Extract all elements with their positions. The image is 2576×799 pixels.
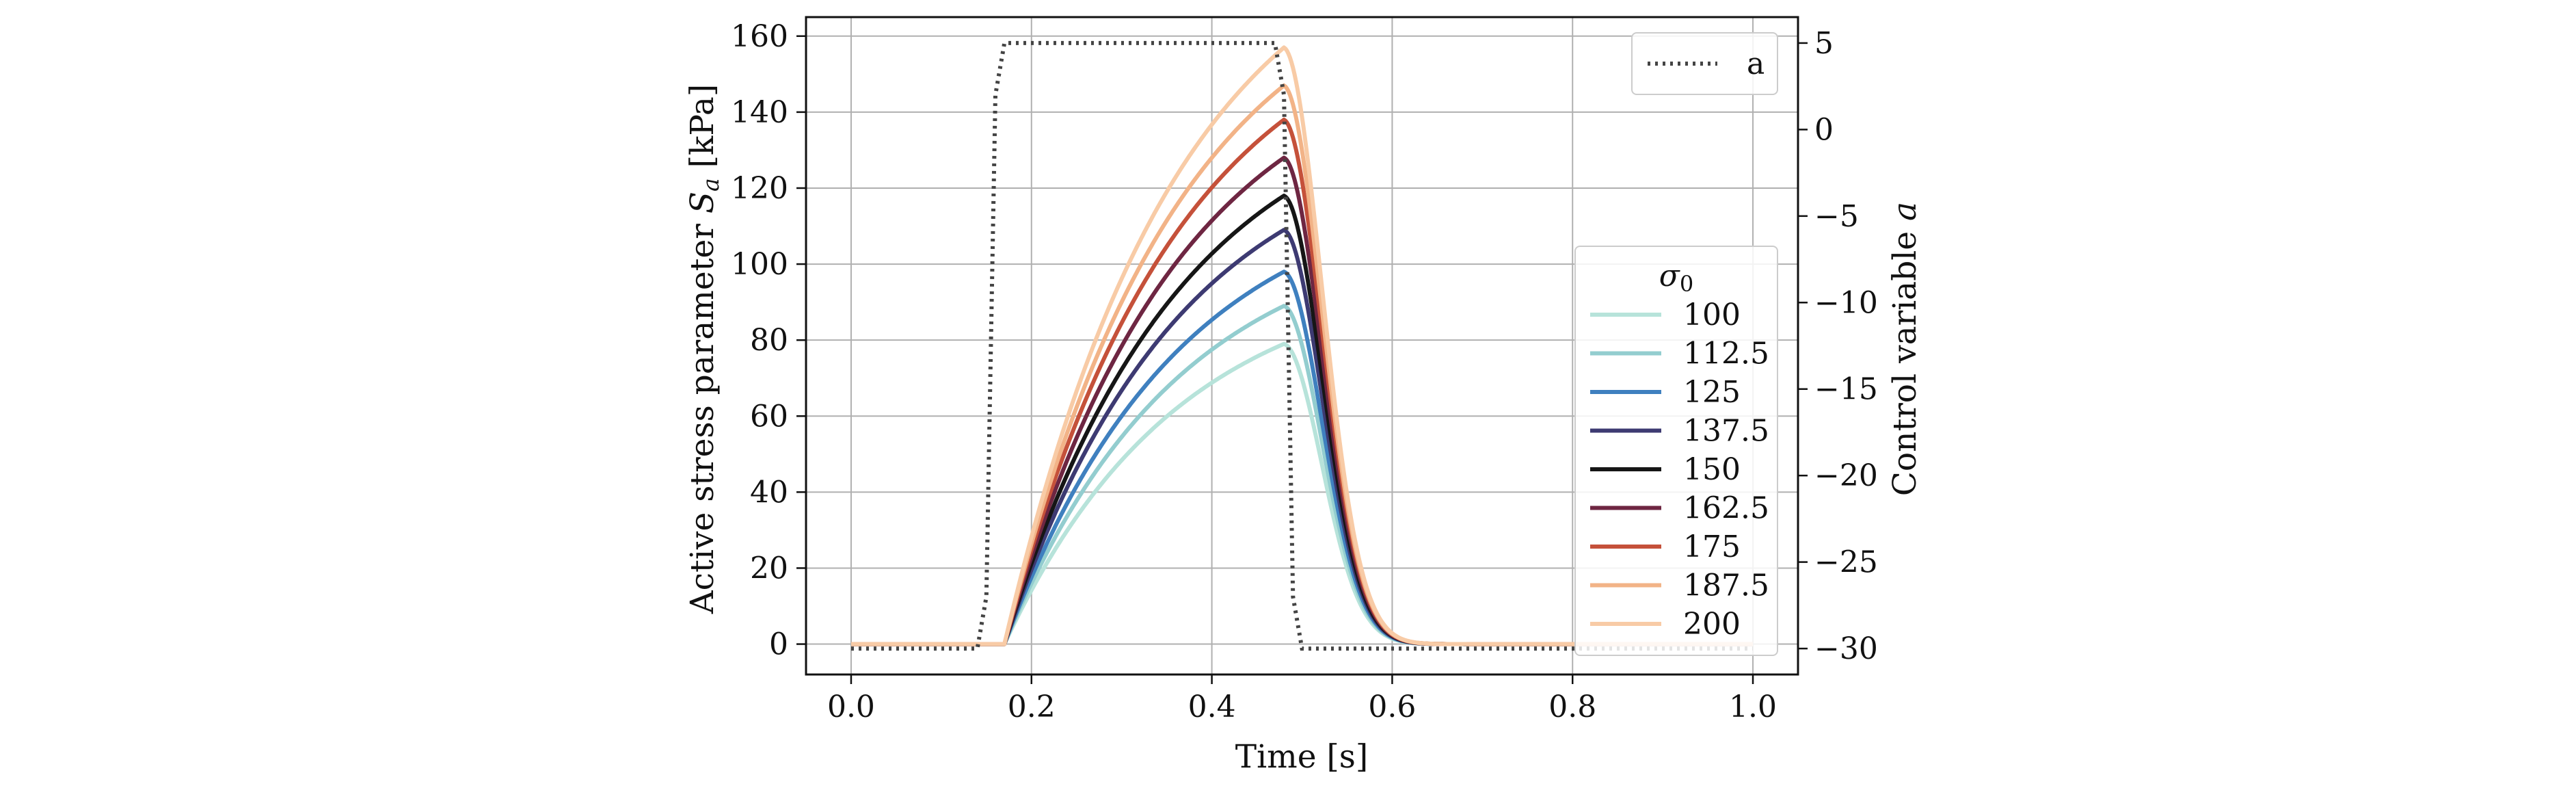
x-tick-label: 0.8 [1548,690,1596,724]
y-left-axis-label-unit: [kPa] [684,84,721,179]
y-left-axis-label: Active stress parameter Sa [kPa] [684,84,724,615]
x-axis-label: Time [s] [1235,738,1369,776]
legend-label: 150 [1683,452,1741,487]
y-right-tick-label: −15 [1814,372,1878,407]
legend-label: 112.5 [1683,337,1769,371]
y-right-tick-label: −25 [1814,545,1878,580]
y-left-tick-label: 80 [750,323,788,358]
y-right-axis-label-symbol: a [1886,202,1924,221]
y-left-tick-label: 120 [731,171,788,206]
y-left-tick-label: 140 [731,95,788,130]
legend-label: 187.5 [1683,568,1769,603]
x-axis-ticks: 0.0 0.2 0.4 0.6 0.8 1.0 [827,674,1777,724]
legend-label: 125 [1683,375,1741,410]
y-right-tick-label: 5 [1814,26,1834,61]
x-tick-label: 1.0 [1729,690,1777,724]
x-tick-label: 0.4 [1188,690,1236,724]
legend-sigma-box [1574,246,1778,656]
y-right-tick-label: −10 [1814,285,1878,320]
y-right-tick-label: −5 [1814,199,1859,234]
y-right-axis-ticks: 5 0 −5 −10 −15 −20 −25 −30 [1798,26,1878,666]
y-left-axis-label-prefix: Active stress parameter [684,213,721,614]
y-left-tick-label: 20 [750,551,788,586]
legend-label: 200 [1683,607,1741,642]
legend-control-label: a [1747,47,1765,81]
legend-label: 137.5 [1683,414,1769,449]
y-right-tick-label: −20 [1814,458,1878,493]
control-series-line [851,40,1753,651]
legend-label: 162.5 [1683,491,1769,526]
x-tick-label: 0.0 [827,690,875,724]
y-left-axis-ticks: 0 20 40 60 80 100 120 140 160 [731,19,806,662]
y-left-tick-label: 40 [750,475,788,510]
legend-sigma-title-symbol: σ [1659,259,1681,293]
legend-label: 175 [1683,529,1741,564]
plot-frame [805,16,1799,676]
y-right-axis-label-prefix: Control variable [1886,221,1924,496]
y-right-axis-label: Control variable a [1886,202,1924,496]
y-left-axis-label-symbol: S [684,192,721,213]
legend-control-box [1631,32,1778,95]
y-left-tick-label: 160 [731,19,788,54]
legend-control: a [1631,32,1778,95]
legend-sigma-title: σ0 [1659,259,1693,297]
x-tick-label: 0.2 [1008,690,1056,724]
x-tick-label: 0.6 [1368,690,1416,724]
y-right-tick-label: −30 [1814,631,1878,666]
legend-label: 100 [1683,298,1741,332]
y-left-tick-label: 60 [750,399,788,434]
legend-sigma-title-subscript: 0 [1680,271,1693,297]
y-left-tick-label: 100 [731,247,788,282]
y-left-axis-label-subscript: a [697,178,724,192]
y-right-tick-label: 0 [1814,112,1834,147]
y-left-tick-label: 0 [769,627,788,662]
